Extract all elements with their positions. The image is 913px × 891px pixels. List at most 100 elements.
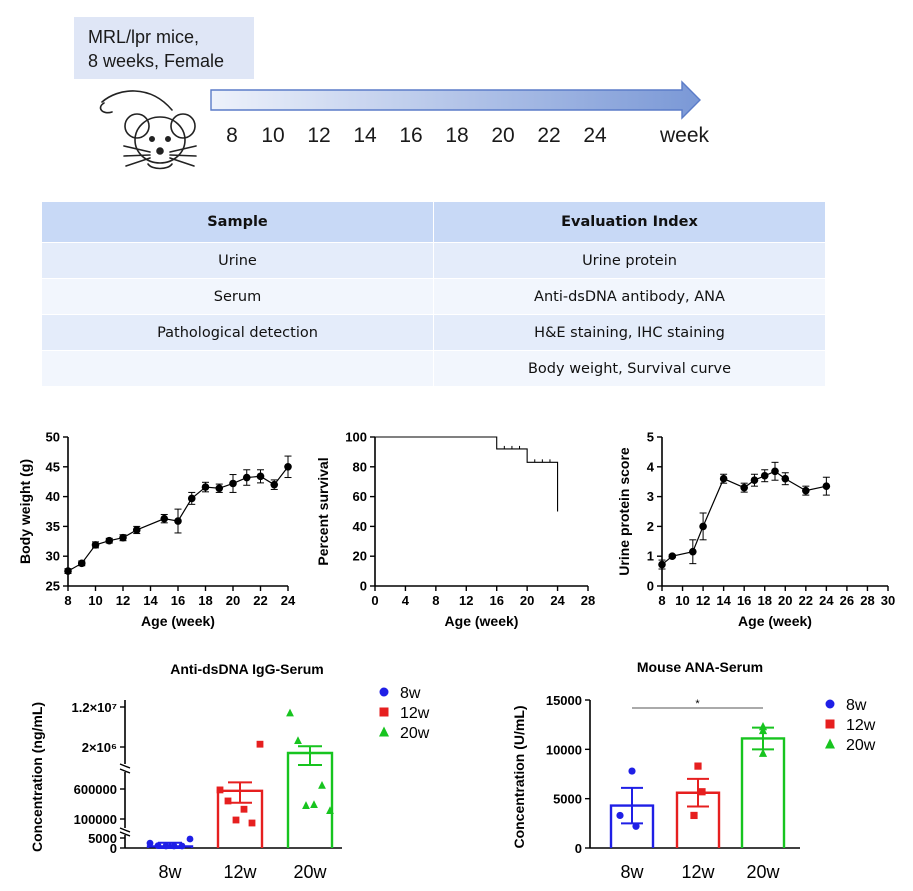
x-tick-label: 10 <box>675 593 689 608</box>
data-point <box>781 474 790 483</box>
chart-title: Anti-dsDNA IgG-Serum <box>170 661 323 677</box>
x-tick-label: 16 <box>737 593 751 608</box>
x-tick-label: 20 <box>226 593 240 608</box>
data-point <box>248 819 256 827</box>
x-tick-label: 24 <box>819 593 834 608</box>
x-tick-label: 12 <box>116 593 130 608</box>
table-cell: Serum <box>42 278 434 315</box>
data-point <box>760 471 769 480</box>
data-point <box>178 842 186 850</box>
table-cell: Pathological detection <box>42 314 434 351</box>
y-tick-label: 0 <box>575 841 582 856</box>
chart-title: Mouse ANA-Serum <box>637 659 763 675</box>
data-point <box>694 762 702 770</box>
timeline-tick-label: 14 <box>353 124 377 147</box>
mouse-label-line1: MRL/lpr mice, <box>88 27 200 47</box>
y-tick-label: 5000 <box>88 831 117 846</box>
data-point <box>229 479 237 488</box>
table-row: Pathological detection H&E staining, IHC… <box>42 314 825 351</box>
x-axis-label: Age (week) <box>445 613 519 629</box>
legend-label: 8w <box>400 685 421 702</box>
data-point <box>77 559 86 568</box>
y-tick-label: 2 <box>647 519 654 534</box>
x-tick-label: 28 <box>581 593 595 608</box>
x-tick-label: 8w <box>158 862 182 882</box>
data-point <box>632 822 640 830</box>
x-tick-label: 20 <box>778 593 792 608</box>
data-point <box>286 708 294 717</box>
y-tick-label: 20 <box>353 549 367 564</box>
y-tick-label: 1 <box>647 549 654 564</box>
data-point <box>256 472 265 481</box>
table-header-sample: Sample <box>42 202 434 243</box>
timeline-tick-label: 16 <box>399 124 423 147</box>
table-row: Urine Urine protein <box>42 242 825 279</box>
y-axis-label: Body weight (g) <box>17 459 33 564</box>
timeline-graphic <box>99 80 701 170</box>
legend-label: 20w <box>846 737 876 754</box>
x-tick-label: 16 <box>171 593 185 608</box>
legend-label: 12w <box>846 717 876 734</box>
data-point <box>119 533 127 542</box>
bar <box>286 751 334 848</box>
evaluation-table: Sample Evaluation Index Urine Urine prot… <box>42 202 825 386</box>
legend-label: 8w <box>846 697 867 714</box>
y-axis-label: Percent survival <box>315 457 331 565</box>
mouse-info-box: MRL/lpr mice, 8 weeks, Female <box>74 17 254 79</box>
x-axis-label: Age (week) <box>738 613 812 629</box>
mouse-label-line2: 8 weeks, Female <box>88 51 225 71</box>
table-cell <box>42 350 434 386</box>
table-cell: H&E staining, IHC staining <box>433 314 825 351</box>
timeline-tick-label: 20 <box>491 124 515 147</box>
y-axis-label: Urine protein score <box>616 447 632 576</box>
timeline-unit-label: week <box>660 124 710 147</box>
data-point <box>132 526 141 534</box>
x-tick-label: 24 <box>281 593 296 608</box>
x-tick-label: 10 <box>88 593 102 608</box>
body-weight-chart: 8 10 12 14 16 18 20 22 24 25 30 35 40 45 50 Age (week) B… <box>17 430 296 630</box>
y-tick-label: 600000 <box>74 782 117 797</box>
data-point <box>91 541 100 549</box>
y-tick-label: 2×10⁶ <box>82 740 117 755</box>
timeline-tick-label: 18 <box>445 124 469 147</box>
data-point <box>825 738 835 749</box>
data-point <box>825 719 835 729</box>
x-tick-label: 20w <box>293 862 327 882</box>
data-point <box>215 484 224 493</box>
data-point <box>698 788 706 796</box>
x-tick-label: 14 <box>143 593 158 608</box>
data-point <box>302 801 310 809</box>
y-tick-label: 5000 <box>553 792 582 807</box>
x-tick-label: 26 <box>840 593 854 608</box>
y-tick-label: 0 <box>110 841 117 856</box>
y-tick-label: 0 <box>647 579 654 594</box>
data-point <box>174 517 182 525</box>
x-tick-label: 0 <box>371 593 378 608</box>
timeline-tick-label: 10 <box>261 124 285 147</box>
data-point <box>224 797 232 805</box>
y-tick-label: 15000 <box>546 693 582 708</box>
data-point <box>379 687 389 697</box>
legend-label: 20w <box>400 725 430 742</box>
data-point <box>232 816 240 824</box>
y-tick-label: 100000 <box>74 812 117 827</box>
x-tick-label: 18 <box>757 593 771 608</box>
survival-step-line <box>375 436 559 512</box>
y-tick-label: 5 <box>647 430 654 445</box>
table-row: Serum Anti-dsDNA antibody, ANA <box>42 278 825 315</box>
data-point <box>216 786 224 794</box>
data-point <box>690 811 698 820</box>
y-tick-label: 0 <box>360 579 367 594</box>
data-point <box>187 494 196 503</box>
data-point <box>242 473 251 482</box>
x-tick-label: 28 <box>860 593 874 608</box>
data-point <box>160 514 169 523</box>
x-tick-label: 24 <box>550 593 565 608</box>
data-point <box>186 835 194 843</box>
mouse-ana-chart: Mouse ANA-Serum 0 5000 10000 15000 Concentrat… <box>511 659 876 882</box>
data-point <box>379 707 389 717</box>
y-tick-label: 40 <box>46 489 60 504</box>
data-point <box>284 463 292 471</box>
